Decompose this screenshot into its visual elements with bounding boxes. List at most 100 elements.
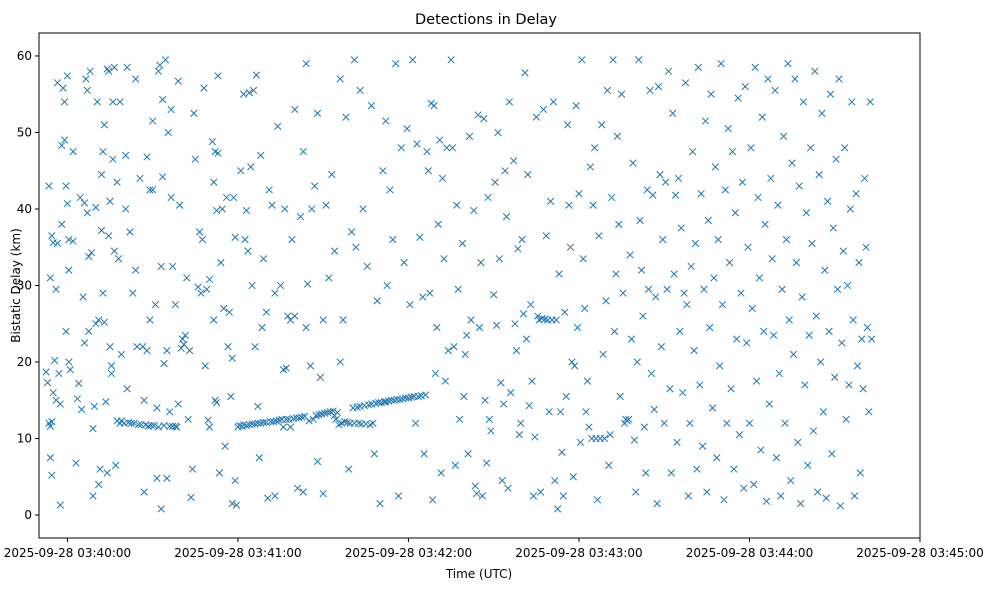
data-point [389, 235, 397, 244]
data-point [850, 492, 859, 500]
data-point [580, 304, 589, 313]
data-point [512, 346, 521, 355]
data-point [669, 109, 677, 117]
data-point [160, 359, 168, 368]
data-point [69, 237, 77, 245]
y-tick-label: 10 [17, 432, 32, 446]
data-point [582, 408, 590, 416]
data-point [433, 323, 441, 332]
data-point [454, 285, 462, 293]
data-point [95, 480, 103, 489]
data-point [299, 488, 307, 496]
data-point [796, 499, 805, 508]
data-point [671, 191, 680, 199]
data-point [643, 186, 651, 194]
data-point [214, 72, 222, 80]
data-point [276, 281, 285, 290]
data-point [147, 421, 155, 430]
data-point [274, 122, 282, 131]
data-point [720, 496, 728, 504]
data-point [480, 115, 488, 123]
data-point [259, 255, 268, 263]
data-point [606, 431, 614, 439]
data-point [528, 377, 536, 385]
data-point [116, 98, 124, 106]
data-point [775, 369, 783, 378]
data-point [551, 476, 559, 485]
data-point [117, 350, 126, 359]
data-point [562, 392, 570, 401]
data-point [549, 98, 558, 106]
data-point [55, 369, 63, 378]
data-point [195, 228, 204, 236]
data-point [509, 157, 518, 165]
data-point [197, 289, 205, 297]
data-point [184, 415, 192, 424]
data-point [649, 191, 657, 199]
data-point [789, 350, 798, 359]
data-point [491, 178, 499, 186]
data-point [85, 327, 93, 336]
data-point [212, 398, 221, 407]
data-point [409, 56, 417, 64]
data-point [808, 239, 816, 248]
data-point [107, 369, 116, 378]
data-point [215, 469, 224, 477]
data-point [779, 132, 788, 140]
data-point [303, 280, 312, 288]
data-point [680, 289, 688, 297]
data-point [109, 98, 117, 106]
data-point [463, 331, 471, 339]
data-point [319, 489, 327, 498]
data-point [205, 423, 214, 431]
x-axis-ticks: 2025-09-28 03:40:00 2025-09-28 03:41:00 20… [4, 538, 984, 560]
data-point [53, 79, 62, 87]
data-point [690, 346, 698, 355]
data-point [707, 90, 715, 98]
data-point [616, 392, 624, 401]
data-point [747, 144, 755, 152]
data-point [367, 102, 376, 110]
data-point [355, 419, 363, 427]
data-point [242, 421, 251, 430]
data-point [841, 144, 849, 152]
data-point [130, 419, 138, 427]
data-point [811, 67, 819, 75]
data-point [52, 285, 60, 293]
data-point [222, 193, 231, 202]
data-point [792, 258, 801, 267]
data-point [65, 266, 73, 274]
data-point [767, 174, 775, 183]
data-point [487, 427, 495, 435]
data-point [828, 450, 836, 458]
data-point [697, 190, 705, 198]
data-point [507, 388, 515, 397]
data-point [265, 186, 273, 194]
data-point [268, 201, 276, 209]
data-point [332, 415, 340, 424]
data-point [839, 247, 847, 255]
data-point [379, 167, 387, 175]
data-point [502, 212, 511, 221]
data-point [336, 358, 344, 366]
data-point [336, 75, 344, 83]
data-point [735, 431, 744, 439]
data-point [846, 205, 855, 213]
data-point [750, 480, 758, 489]
data-point [461, 350, 469, 359]
data-point [58, 220, 66, 228]
data-point [153, 404, 161, 412]
data-point [75, 379, 83, 388]
data-point [87, 248, 96, 257]
data-point [333, 408, 342, 417]
data-point [519, 310, 528, 318]
data-point [46, 454, 55, 462]
data-point [434, 220, 442, 228]
data-point [164, 128, 172, 137]
data-point [140, 396, 148, 404]
data-point [443, 144, 451, 152]
data-point [741, 82, 749, 91]
data-point [791, 75, 799, 83]
data-point [430, 102, 438, 110]
data-point [605, 461, 613, 469]
